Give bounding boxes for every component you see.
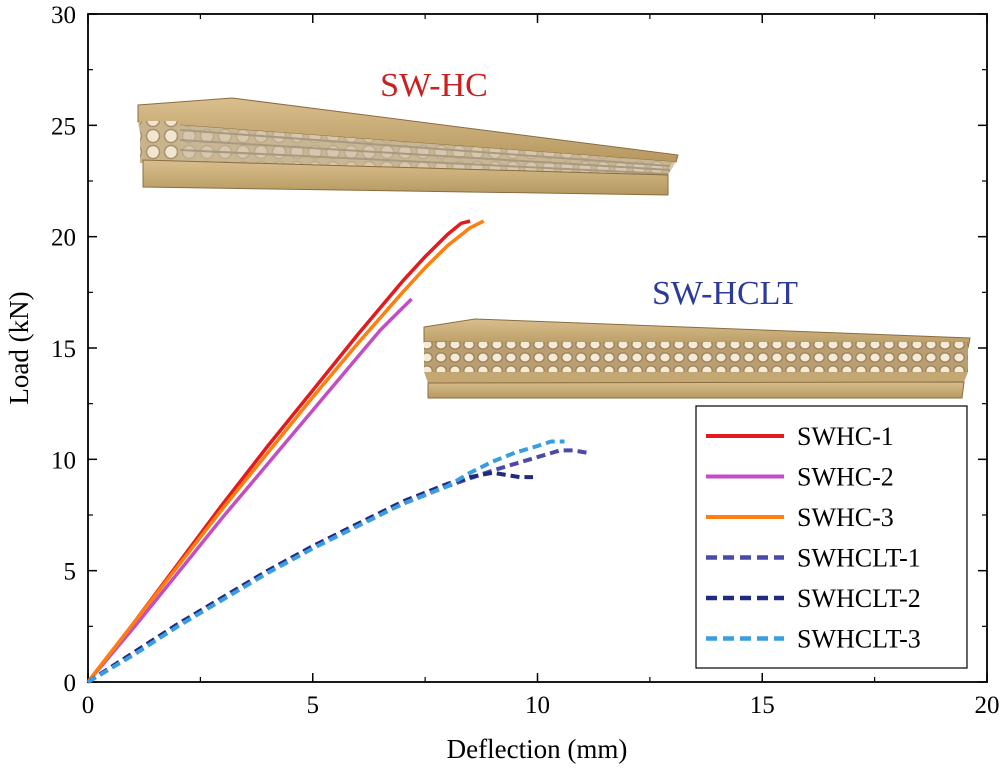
legend-label-swhclt-1: SWHCLT-1	[797, 544, 921, 573]
legend-label-swhc-1: SWHC-1	[797, 422, 894, 451]
y-tick-label: 0	[64, 670, 77, 697]
series-layer	[86, 219, 588, 684]
sw-hc-annotation: SW-HC	[380, 67, 488, 104]
x-tick-label: 5	[307, 692, 320, 719]
sw-hclt-annotation: SW-HCLT	[652, 275, 798, 312]
legend-label-swhc-2: SWHC-2	[797, 463, 894, 492]
x-tick-label: 20	[975, 692, 1000, 719]
series-line-swhc-2	[86, 297, 413, 684]
legend-label-swhclt-2: SWHCLT-2	[797, 584, 921, 613]
y-tick-label: 15	[51, 336, 76, 363]
legend-box	[695, 405, 968, 669]
x-tick-label: 15	[750, 692, 775, 719]
y-axis-title: Load (kN)	[4, 291, 34, 404]
y-tick-label: 10	[51, 447, 76, 474]
y-tick-label: 25	[51, 113, 76, 140]
legend: SWHC-1 SWHC-2 SWHC-3 SWHCLT-1 SWHCLT-2 SWHCLT…	[695, 405, 968, 669]
x-tick-label: 0	[82, 692, 95, 719]
y-tick-label: 5	[64, 559, 77, 586]
y-tick-label: 30	[51, 2, 76, 29]
x-tick-label: 10	[525, 692, 550, 719]
sw-hclt-beam-photo	[423, 318, 971, 399]
sw-hc-beam-photo	[137, 97, 679, 196]
series-line-swhclt-3	[86, 439, 565, 684]
series-line-swhc-3	[86, 219, 485, 684]
series-line-swhclt-1	[86, 448, 588, 684]
legend-label-swhc-3: SWHC-3	[797, 503, 894, 532]
x-axis-title: Deflection (mm)	[447, 734, 628, 764]
y-tick-label: 20	[51, 225, 76, 252]
series-line-swhclt-2	[86, 470, 533, 684]
legend-label-swhclt-3: SWHCLT-3	[797, 625, 921, 654]
axis-tick-labels: 0 5 10 15 20 0 5 10 15 20 25 30	[51, 2, 1000, 719]
